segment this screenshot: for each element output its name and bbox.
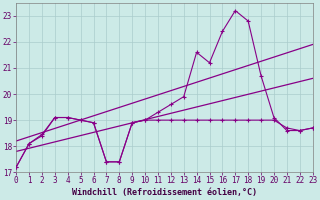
X-axis label: Windchill (Refroidissement éolien,°C): Windchill (Refroidissement éolien,°C) (72, 188, 257, 197)
